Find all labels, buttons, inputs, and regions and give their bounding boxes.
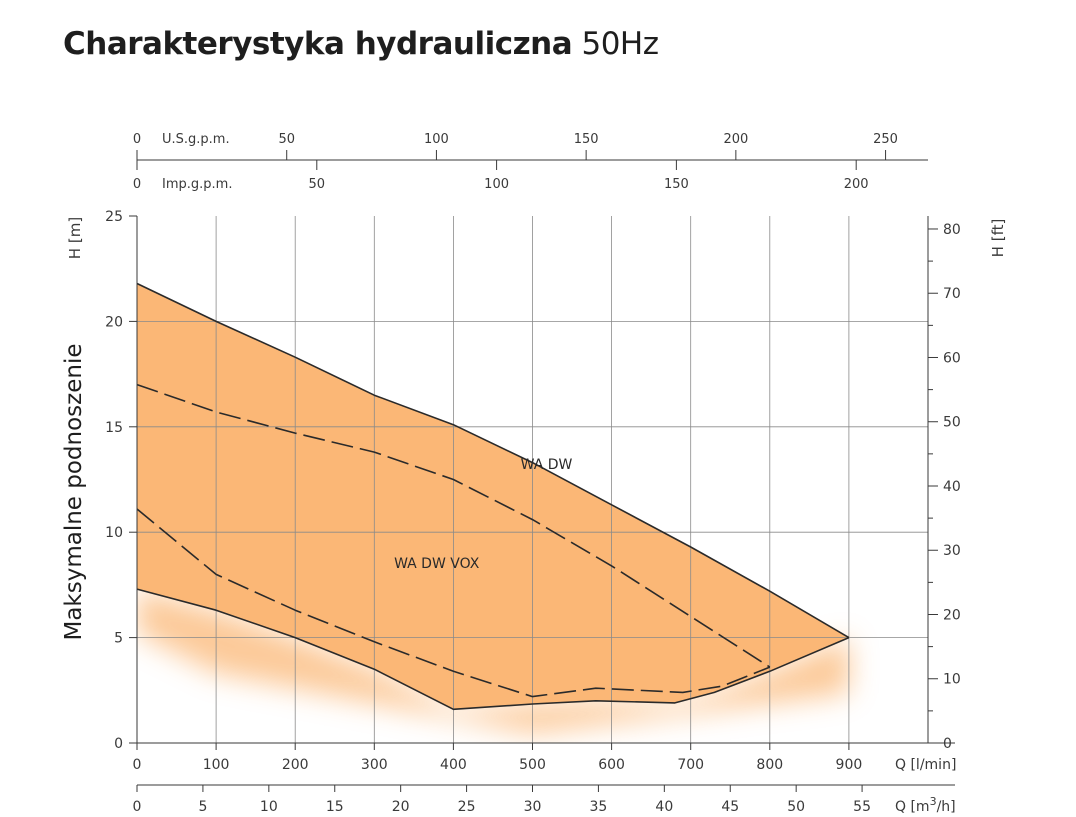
right-tick-label: 80 bbox=[943, 222, 961, 238]
right-axis-label: H [ft] bbox=[989, 219, 1007, 258]
series-line bbox=[136, 383, 771, 668]
usgpm-tick-label: 50 bbox=[278, 132, 295, 147]
impgpm-tick-label: 50 bbox=[309, 177, 326, 192]
series-line bbox=[136, 508, 771, 698]
bottom-tick-label: 100 bbox=[203, 757, 230, 773]
left-tick-label: 0 bbox=[114, 736, 123, 752]
usgpm-tick-label: 150 bbox=[574, 132, 599, 147]
left-tick-label: 10 bbox=[105, 525, 123, 541]
bottom-tick-label: 600 bbox=[598, 757, 625, 773]
impgpm-tick-label: 200 bbox=[844, 177, 869, 192]
bottom-tick-label: 500 bbox=[519, 757, 546, 773]
series-label: WA DW bbox=[521, 457, 573, 473]
title-main: Charakterystyka hydrauliczna bbox=[63, 26, 573, 62]
bottom-tick-label: 200 bbox=[282, 757, 309, 773]
title-suffix: 50Hz bbox=[581, 26, 659, 62]
series-label: WA DW VOX bbox=[394, 556, 480, 572]
bottom-tick-label: 900 bbox=[836, 757, 863, 773]
bottom-axis-m3h-label: Q [m3/h] bbox=[895, 795, 956, 815]
envelope-area bbox=[137, 283, 849, 710]
bottom-tick-label: 700 bbox=[677, 757, 704, 773]
left-tick-label: 5 bbox=[114, 631, 123, 647]
right-tick-label: 0 bbox=[943, 736, 952, 752]
right-tick-label: 10 bbox=[943, 672, 961, 688]
right-tick-label: 60 bbox=[943, 350, 961, 366]
m3h-tick-label: 5 bbox=[198, 799, 207, 815]
impgpm-tick-label: 100 bbox=[484, 177, 509, 192]
m3h-tick-label: 10 bbox=[260, 799, 278, 815]
right-tick-label: 50 bbox=[943, 415, 961, 431]
series-line bbox=[136, 282, 850, 639]
left-tick-label: 15 bbox=[105, 420, 123, 436]
left-axis-label: H [m] bbox=[66, 217, 84, 259]
envelope-glow bbox=[137, 589, 849, 733]
m3h-tick-label: 0 bbox=[133, 799, 142, 815]
curves: WA DW WA DW VOX bbox=[136, 282, 850, 711]
bottom-tick-label: 800 bbox=[756, 757, 783, 773]
bottom-tick-label: 400 bbox=[440, 757, 467, 773]
m3h-tick-label: 40 bbox=[655, 799, 673, 815]
m3h-tick-label: 35 bbox=[590, 799, 608, 815]
usgpm-tick-label: 0 bbox=[133, 132, 141, 147]
bottom-tick-label: 0 bbox=[133, 757, 142, 773]
left-tick-label: 25 bbox=[105, 209, 123, 225]
m3h-tick-label: 20 bbox=[392, 799, 410, 815]
page-title: Charakterystyka hydrauliczna 50Hz bbox=[63, 26, 659, 62]
m3h-tick-label: 30 bbox=[524, 799, 542, 815]
m3h-tick-label: 25 bbox=[458, 799, 476, 815]
left-tick-label: 20 bbox=[105, 314, 123, 330]
m3h-tick-label: 45 bbox=[721, 799, 739, 815]
m3h-tick-label: 15 bbox=[326, 799, 344, 815]
impgpm-tick-label: 0 bbox=[133, 177, 141, 192]
m3h-label-start: Q [m bbox=[895, 799, 930, 815]
right-tick-label: 20 bbox=[943, 607, 961, 623]
right-tick-label: 70 bbox=[943, 286, 961, 302]
bottom-axis-lmin-label: Q [l/min] bbox=[895, 757, 956, 773]
usgpm-tick-label: 250 bbox=[873, 132, 898, 147]
m3h-label-end: /h] bbox=[937, 799, 956, 815]
top-axis-impgpm-label: Imp.g.p.m. bbox=[162, 177, 232, 192]
right-tick-label: 40 bbox=[943, 479, 961, 495]
m3h-label-sup: 3 bbox=[930, 795, 937, 808]
impgpm-tick-label: 150 bbox=[664, 177, 689, 192]
bottom-tick-label: 300 bbox=[361, 757, 388, 773]
top-axis-usgpm-label: U.S.g.p.m. bbox=[162, 132, 230, 147]
m3h-tick-label: 55 bbox=[853, 799, 871, 815]
y-side-label: Maksymalne podnoszenie bbox=[61, 343, 87, 640]
m3h-tick-label: 50 bbox=[787, 799, 805, 815]
right-tick-label: 30 bbox=[943, 543, 961, 559]
usgpm-tick-label: 200 bbox=[723, 132, 748, 147]
usgpm-tick-label: 100 bbox=[424, 132, 449, 147]
series-line bbox=[136, 588, 850, 711]
envelope-fill bbox=[137, 283, 849, 733]
